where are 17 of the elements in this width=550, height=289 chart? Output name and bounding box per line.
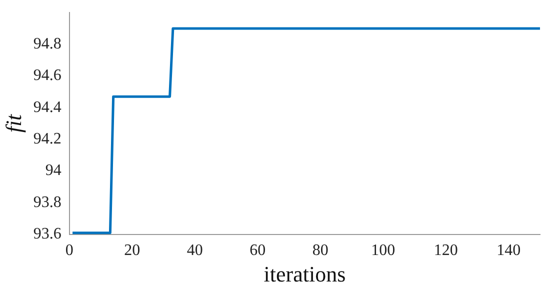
x-tick-label: 140 — [496, 242, 521, 260]
y-tick-label: 93.6 — [33, 226, 62, 243]
x-tick-label: 20 — [124, 242, 140, 260]
y-tick-label: 94.8 — [33, 35, 62, 52]
x-tick-label: 40 — [186, 242, 203, 260]
y-tick-label: 94.4 — [33, 98, 62, 116]
x-tick-label: 0 — [65, 242, 74, 260]
y-tick-label: 93.8 — [33, 194, 62, 211]
y-tick-label: 94 — [45, 162, 62, 180]
x-tick-label: 100 — [371, 242, 396, 260]
x-tick-label: 80 — [312, 242, 328, 260]
x-axis-title: iterations — [264, 262, 346, 287]
y-tick-label: 94.6 — [33, 67, 62, 84]
y-tick-label: 94.2 — [33, 130, 62, 148]
y-axis-title: fit — [0, 113, 26, 133]
x-tick-label: 120 — [434, 242, 458, 260]
x-tick-label: 60 — [250, 242, 266, 260]
